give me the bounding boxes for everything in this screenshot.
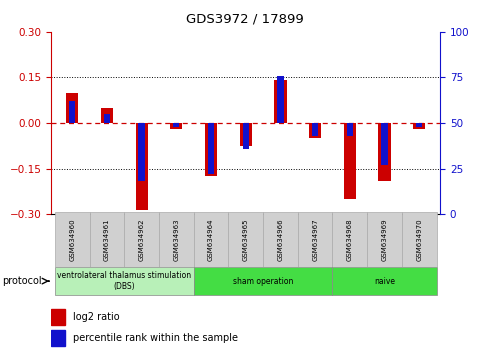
- Bar: [170, 123, 182, 129]
- Bar: [135, 123, 147, 210]
- Bar: [311, 123, 318, 136]
- Bar: [346, 123, 352, 136]
- Bar: [207, 123, 214, 174]
- Bar: [51, 309, 65, 325]
- Text: GSM634964: GSM634964: [207, 218, 214, 261]
- Text: sham operation: sham operation: [232, 276, 293, 286]
- Text: GSM634969: GSM634969: [381, 218, 387, 261]
- Text: GSM634961: GSM634961: [103, 218, 110, 261]
- Bar: [159, 212, 193, 267]
- Bar: [138, 123, 144, 181]
- Bar: [103, 114, 110, 123]
- Bar: [101, 108, 113, 123]
- Bar: [55, 212, 89, 267]
- Text: GSM634970: GSM634970: [415, 218, 422, 261]
- Bar: [412, 123, 425, 129]
- Bar: [277, 76, 283, 123]
- Text: log2 ratio: log2 ratio: [73, 312, 119, 322]
- Bar: [401, 212, 436, 267]
- Text: GSM634963: GSM634963: [173, 218, 179, 261]
- Text: GSM634965: GSM634965: [242, 218, 248, 261]
- Text: GSM634960: GSM634960: [69, 218, 75, 261]
- Text: protocol: protocol: [2, 276, 42, 286]
- Bar: [124, 212, 159, 267]
- Bar: [308, 123, 321, 138]
- Bar: [297, 212, 332, 267]
- Bar: [66, 93, 78, 123]
- Bar: [263, 212, 297, 267]
- Bar: [239, 123, 251, 146]
- Text: percentile rank within the sample: percentile rank within the sample: [73, 332, 237, 343]
- Bar: [173, 123, 179, 127]
- Text: GSM634967: GSM634967: [311, 218, 318, 261]
- Bar: [228, 212, 263, 267]
- Bar: [55, 267, 193, 295]
- Bar: [89, 212, 124, 267]
- Bar: [381, 123, 387, 165]
- Text: GSM634968: GSM634968: [346, 218, 352, 261]
- Bar: [415, 123, 422, 127]
- Text: GSM634966: GSM634966: [277, 218, 283, 261]
- Text: naive: naive: [373, 276, 394, 286]
- Bar: [242, 123, 248, 149]
- Bar: [274, 80, 286, 123]
- Bar: [378, 123, 390, 181]
- Bar: [193, 212, 228, 267]
- Bar: [51, 330, 65, 346]
- Text: ventrolateral thalamus stimulation
(DBS): ventrolateral thalamus stimulation (DBS): [57, 272, 191, 291]
- Bar: [332, 267, 436, 295]
- Bar: [193, 267, 332, 295]
- Bar: [204, 123, 217, 176]
- Bar: [69, 101, 75, 123]
- Text: GSM634962: GSM634962: [138, 218, 144, 261]
- Text: GDS3972 / 17899: GDS3972 / 17899: [185, 12, 303, 25]
- Bar: [366, 212, 401, 267]
- Bar: [343, 123, 355, 199]
- Bar: [332, 212, 366, 267]
